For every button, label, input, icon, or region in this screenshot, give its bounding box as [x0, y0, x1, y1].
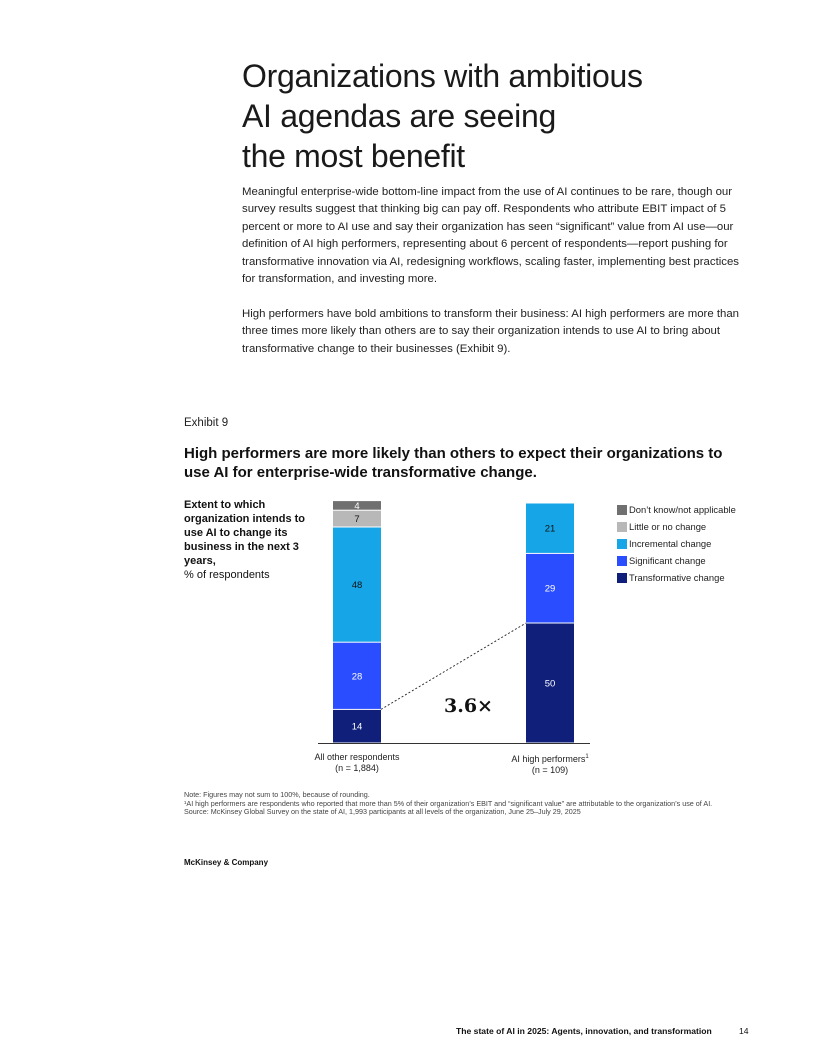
page-title-line: the most benefit: [242, 138, 465, 174]
y-axis-description-unit: % of respondents: [184, 569, 270, 581]
data-label: 28: [352, 671, 363, 682]
multiplier-annotation: 3.6×: [444, 695, 493, 717]
chart-notes: Note: Figures may not sum to 100%, becau…: [184, 790, 744, 817]
legend-label: Transformative change: [629, 572, 725, 583]
legend-swatch: [617, 538, 627, 549]
data-label: 50: [545, 679, 556, 690]
y-axis-description: Extent to which organization intends to …: [184, 498, 306, 582]
stacked-bar-chart: 14 28 48 7 4 50 29 21: [318, 501, 590, 744]
category-label-high-performers: AI high performers1 (n = 109): [480, 752, 620, 776]
intro-paragraph-2: High performers have bold ambitions to t…: [242, 308, 739, 355]
footer-report-title: The state of AI in 2025: Agents, innovat…: [456, 1026, 712, 1036]
legend-label: Incremental change: [629, 538, 712, 549]
page-title-line: AI agendas are seeing: [242, 98, 556, 134]
data-label: 21: [545, 524, 556, 535]
data-label: 7: [354, 514, 359, 525]
category-n: (n = 109): [531, 765, 569, 775]
bar-segment: [333, 501, 381, 510]
legend-swatch: [617, 521, 627, 532]
bar-segment: [526, 623, 574, 743]
category-name: AI high performers: [511, 754, 586, 764]
y-axis-description-bold: Extent to which organization intends to …: [184, 499, 305, 567]
data-label: 4: [354, 501, 359, 512]
page-title-line: Organizations with ambitious: [242, 58, 643, 94]
category-name: All other respondents: [314, 752, 400, 762]
page-number: 14: [739, 1026, 749, 1036]
data-label: 29: [545, 584, 556, 595]
exhibit-label: Exhibit 9: [184, 417, 229, 429]
footnote-marker: 1: [585, 754, 589, 760]
data-label: 48: [352, 580, 363, 591]
bar-segment: [333, 642, 381, 709]
comparison-connector: [380, 622, 527, 710]
chart-legend: Don’t know/not applicable Little or no ch…: [617, 501, 736, 586]
bar-segment: [333, 510, 381, 527]
legend-item: Little or no change: [617, 518, 736, 535]
legend-swatch: [617, 555, 627, 566]
bar-segment: [333, 527, 381, 642]
note-footnote-1: ¹AI high performers are respondents who …: [184, 798, 713, 808]
legend-label: Little or no change: [629, 521, 707, 532]
bar-segment: [333, 709, 381, 743]
data-label: 14: [352, 722, 363, 733]
category-n: (n = 1,884): [335, 763, 379, 773]
legend-item: Incremental change: [617, 535, 736, 552]
legend-swatch: [617, 504, 627, 515]
bar-segment: [526, 503, 574, 553]
note-source: Source: McKinsey Global Survey on the st…: [184, 807, 581, 817]
legend-label: Don’t know/not applicable: [629, 504, 736, 515]
note-rounding: Note: Figures may not sum to 100%, becau…: [184, 790, 370, 799]
chart-title: High performers are more likely than oth…: [184, 445, 723, 481]
legend-label: Significant change: [629, 555, 706, 566]
legend-item: Transformative change: [617, 569, 736, 586]
intro-paragraph: Meaningful enterprise-wide bottom-line i…: [242, 186, 739, 286]
brand-logo: McKinsey & Company: [184, 858, 269, 867]
category-label-others: All other respondents (n = 1,884): [287, 752, 427, 774]
page-title: Organizations with ambitious AI agendas …: [242, 56, 762, 176]
legend-swatch: [617, 572, 627, 583]
bar-segment: [526, 553, 574, 623]
legend-item: Significant change: [617, 552, 736, 569]
legend-item: Don’t know/not applicable: [617, 501, 736, 518]
